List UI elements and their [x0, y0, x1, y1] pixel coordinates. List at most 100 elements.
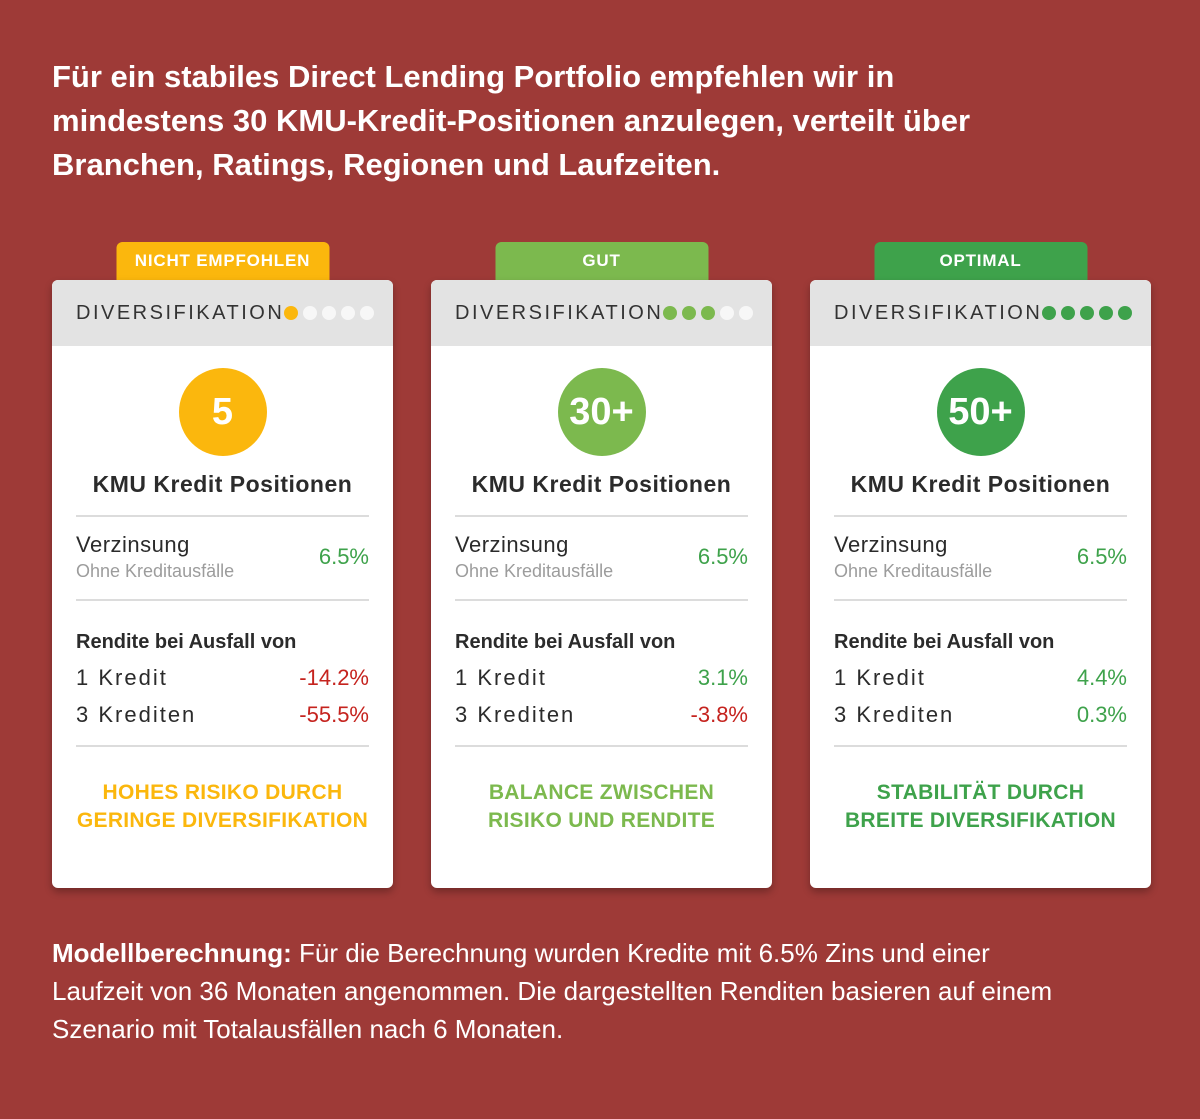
default-row-label: 3 Krediten: [834, 702, 955, 727]
interest-row: Verzinsung Ohne Kreditausfälle 6.5%: [455, 532, 748, 582]
default-row-label: 1 Kredit: [834, 665, 926, 690]
cards-row: NICHT EMPFOHLEN DIVERSIFIKATION 5 KMU Kr…: [52, 242, 1151, 888]
diversification-dots: [663, 306, 754, 320]
divider: [76, 599, 369, 601]
footnote-text: Für die Berechnung wurden Kredite mit 6.…: [299, 938, 990, 968]
card-body: 5 KMU Kredit Positionen Verzinsung Ohne …: [52, 346, 393, 888]
divider: [455, 745, 748, 747]
interest-sublabel: Ohne Kreditausfälle: [455, 561, 614, 581]
diversification-dots: [284, 306, 375, 320]
divider: [455, 515, 748, 517]
default-row-label: 1 Kredit: [76, 665, 168, 690]
default-row: 1 Kredit -14.2%: [76, 665, 369, 691]
default-row: 3 Krediten -55.5%: [76, 702, 369, 728]
card-panel: DIVERSIFIKATION 50+ KMU Kredit Positione…: [810, 280, 1151, 888]
diversification-dot: [1080, 306, 1095, 320]
default-row: 3 Krediten 0.3%: [834, 702, 1127, 728]
card-optimal: OPTIMAL DIVERSIFIKATION 50+ KMU Kredit P…: [810, 242, 1151, 888]
diversification-dot: [303, 306, 318, 320]
positions-count-circle: 50+: [936, 368, 1025, 456]
footnote: Modellberechnung: Für die Berechnung wur…: [52, 934, 1148, 1048]
card-body: 50+ KMU Kredit Positionen Verzinsung Ohn…: [810, 346, 1151, 888]
card-header: DIVERSIFIKATION: [52, 280, 393, 346]
headline-line: Für ein stabiles Direct Lending Portfoli…: [52, 59, 895, 94]
diversification-label: DIVERSIFIKATION: [455, 301, 664, 324]
default-row-label: 3 Krediten: [76, 702, 197, 727]
positions-label: KMU Kredit Positionen: [471, 471, 732, 497]
diversification-dot: [1118, 306, 1133, 320]
interest-label: Verzinsung: [834, 532, 948, 557]
divider: [834, 599, 1127, 601]
interest-label: Verzinsung: [455, 532, 569, 557]
default-row-value: -55.5%: [299, 702, 369, 727]
interest-sublabel: Ohne Kreditausfälle: [76, 561, 235, 581]
footnote-bold-label: Modellberechnung:: [52, 938, 292, 968]
default-row: 3 Krediten -3.8%: [455, 702, 748, 728]
diversification-dot: [682, 306, 697, 320]
divider: [455, 599, 748, 601]
diversification-dot: [1099, 306, 1114, 320]
diversification-dot: [1042, 306, 1057, 320]
positions-count-circle: 5: [178, 368, 267, 456]
interest-value: 6.5%: [318, 544, 369, 569]
diversification-label: DIVERSIFIKATION: [834, 301, 1043, 324]
default-section-title: Rendite bei Ausfall von: [455, 631, 676, 653]
default-row-value: 0.3%: [1076, 702, 1127, 727]
interest-value: 6.5%: [697, 544, 748, 569]
positions-label: KMU Kredit Positionen: [92, 471, 353, 497]
default-row-label: 3 Krediten: [455, 702, 576, 727]
status-text: STABILITÄT DURCH BREITE DIVERSIFIKATION: [834, 779, 1127, 835]
default-row-value: 3.1%: [697, 665, 748, 690]
status-line: GERINGE DIVERSIFIKATION: [76, 809, 369, 832]
status-line: RISIKO UND RENDITE: [487, 809, 716, 832]
divider: [834, 515, 1127, 517]
card-header: DIVERSIFIKATION: [431, 280, 772, 346]
default-row: 1 Kredit 4.4%: [834, 665, 1127, 691]
status-line: STABILITÄT DURCH: [876, 781, 1085, 804]
interest-row: Verzinsung Ohne Kreditausfälle 6.5%: [76, 532, 369, 582]
diversification-dot: [322, 306, 337, 320]
default-row-value: -3.8%: [690, 702, 748, 727]
diversification-dot: [720, 306, 735, 320]
diversification-dots: [1042, 306, 1133, 320]
diversification-dot: [360, 306, 375, 320]
headline-line: mindestens 30 KMU-Kredit-Positionen anzu…: [52, 103, 971, 138]
diversification-dot: [701, 306, 716, 320]
status-line: BALANCE ZWISCHEN: [488, 781, 715, 804]
card-gut: GUT DIVERSIFIKATION 30+ KMU Kredit Posit…: [431, 242, 772, 888]
card-body: 30+ KMU Kredit Positionen Verzinsung Ohn…: [431, 346, 772, 888]
default-row-value: -14.2%: [299, 665, 369, 690]
status-line: HOHES RISIKO DURCH: [102, 781, 343, 804]
status-text: HOHES RISIKO DURCH GERINGE DIVERSIFIKATI…: [76, 779, 369, 835]
status-line: BREITE DIVERSIFIKATION: [844, 809, 1117, 832]
card-nicht-empfohlen: NICHT EMPFOHLEN DIVERSIFIKATION 5 KMU Kr…: [52, 242, 393, 888]
status-text: BALANCE ZWISCHEN RISIKO UND RENDITE: [455, 779, 748, 835]
card-panel: DIVERSIFIKATION 5 KMU Kredit Positionen: [52, 280, 393, 888]
headline: Für ein stabiles Direct Lending Portfoli…: [52, 55, 1148, 187]
diversification-dot: [284, 306, 299, 320]
default-row-value: 4.4%: [1076, 665, 1127, 690]
footnote-line: Szenario mit Totalausfällen nach 6 Monat…: [52, 1014, 564, 1044]
interest-value: 6.5%: [1076, 544, 1127, 569]
headline-line: Branchen, Ratings, Regionen und Laufzeit…: [52, 147, 721, 182]
footnote-line: Laufzeit von 36 Monaten angenommen. Die …: [52, 976, 1053, 1006]
default-section-title: Rendite bei Ausfall von: [834, 631, 1055, 653]
interest-row: Verzinsung Ohne Kreditausfälle 6.5%: [834, 532, 1127, 582]
divider: [834, 745, 1127, 747]
interest-label: Verzinsung: [76, 532, 190, 557]
diversification-dot: [341, 306, 356, 320]
positions-label: KMU Kredit Positionen: [850, 471, 1111, 497]
diversification-dot: [1061, 306, 1076, 320]
card-header: DIVERSIFIKATION: [810, 280, 1151, 346]
diversification-dot: [739, 306, 754, 320]
positions-count-circle: 30+: [557, 368, 646, 456]
default-section-title: Rendite bei Ausfall von: [76, 631, 297, 653]
default-row: 1 Kredit 3.1%: [455, 665, 748, 691]
default-row-label: 1 Kredit: [455, 665, 547, 690]
diversification-dot: [663, 306, 678, 320]
interest-sublabel: Ohne Kreditausfälle: [834, 561, 993, 581]
diversification-label: DIVERSIFIKATION: [76, 301, 285, 324]
divider: [76, 515, 369, 517]
card-panel: DIVERSIFIKATION 30+ KMU Kredit Positione…: [431, 280, 772, 888]
